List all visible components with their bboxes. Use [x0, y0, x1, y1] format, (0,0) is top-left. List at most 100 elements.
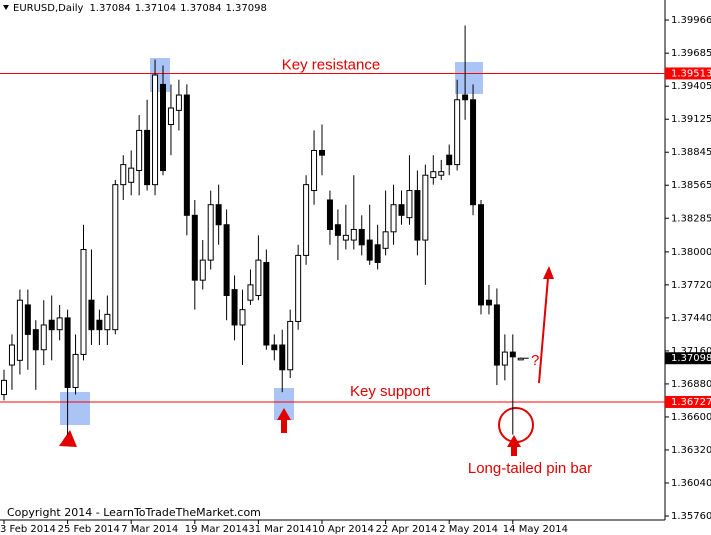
arrow — [511, 446, 517, 456]
candle-body — [88, 299, 95, 331]
y-tick-label: 1.36320 — [671, 445, 711, 456]
candle-body — [215, 204, 222, 226]
candle-body — [279, 344, 286, 371]
candle-body — [16, 299, 23, 361]
y-tick-label: 1.36600 — [671, 412, 711, 423]
candle-body — [1, 379, 7, 396]
candle-body — [271, 344, 278, 351]
y-tick-label: 1.36880 — [671, 379, 711, 390]
price-box — [665, 67, 711, 80]
candle-body — [199, 259, 206, 281]
candle-body — [48, 319, 55, 331]
x-tick-label: 3 Feb 2014 — [0, 524, 56, 535]
candle-body — [136, 129, 143, 172]
y-tick-label: 1.39966 — [671, 15, 711, 26]
candle-body — [350, 228, 357, 241]
candle-body — [398, 204, 405, 216]
annotation: ? — [531, 352, 539, 369]
price-box-label: 1.36727 — [671, 397, 711, 408]
candle-body — [430, 171, 437, 179]
candle-body — [152, 74, 159, 186]
annotation: Long-tailed pin bar — [468, 460, 592, 477]
candle-body — [80, 249, 87, 355]
candle-body — [24, 304, 31, 335]
x-tick-label: 25 Feb 2014 — [58, 524, 120, 535]
y-tick-label: 1.38285 — [671, 213, 711, 224]
y-tick-label: 1.37440 — [671, 313, 711, 324]
y-tick-label: 1.35760 — [671, 511, 711, 522]
price-box-label: 1.39513 — [671, 68, 711, 79]
candle-body — [255, 259, 262, 296]
price-box-label: 1.37098 — [671, 353, 711, 364]
candle-body — [462, 94, 469, 101]
candle-body — [303, 184, 310, 256]
candle-body — [96, 319, 103, 331]
highlight-box — [274, 388, 294, 420]
candle-body — [334, 224, 341, 236]
candle-body — [374, 244, 381, 263]
candle-body — [501, 351, 508, 366]
open: 1.37084 — [89, 3, 130, 14]
level-label: Key support — [350, 383, 431, 400]
candle-body — [223, 224, 230, 296]
y-tick-label: 1.39405 — [671, 81, 711, 92]
candle-body — [56, 317, 63, 331]
x-tick-label: 10 Apr 2014 — [312, 524, 374, 535]
y-tick-label: 1.37720 — [671, 280, 711, 291]
candle-body — [239, 309, 246, 326]
candle-body — [478, 204, 484, 306]
candle-body — [295, 254, 302, 322]
candle-body — [104, 313, 111, 331]
x-tick-label: 19 Mar 2014 — [185, 524, 248, 535]
y-tick-label: 1.38565 — [671, 180, 711, 191]
candle-body — [128, 167, 135, 183]
highlight-box — [60, 392, 90, 425]
y-tick-label: 1.38845 — [671, 147, 711, 158]
y-tick-label: 1.39125 — [671, 114, 711, 125]
candle-body — [144, 129, 151, 186]
candle-body — [175, 94, 182, 111]
candle-body — [493, 304, 500, 366]
candle-body — [160, 83, 166, 172]
low: 1.37084 — [180, 3, 221, 14]
candle-body — [311, 149, 318, 192]
candle-body — [517, 357, 524, 361]
candle-body — [358, 228, 365, 246]
candle-body — [287, 320, 294, 371]
y-tick-label: 1.38000 — [671, 247, 711, 258]
candle-body — [64, 317, 71, 388]
candle-body — [231, 289, 238, 326]
symbol: EURUSD,Daily — [13, 3, 84, 14]
candle-body — [454, 99, 461, 166]
header: EURUSD,Daily 1.37084 1.37104 1.37084 1.37098 — [13, 3, 267, 14]
candle-body — [247, 284, 254, 301]
candle-body — [438, 171, 445, 176]
candle-body — [446, 154, 453, 166]
candle-body — [191, 214, 198, 281]
copyright: Copyright 2014 - LearnToTradeTheMarket.c… — [7, 506, 261, 519]
arrow — [281, 419, 287, 433]
arrow — [543, 266, 554, 279]
circle — [498, 407, 534, 443]
arrow — [277, 408, 291, 420]
candle-body — [390, 204, 397, 233]
price-box — [665, 395, 711, 408]
candle-body — [319, 149, 325, 156]
candle-body — [485, 299, 492, 306]
candle-body — [263, 261, 270, 346]
x-tick-label: 31 Mar 2014 — [248, 524, 311, 535]
y-tick-label: 1.39685 — [671, 48, 711, 59]
level-label: Key resistance — [282, 56, 380, 73]
candle-body — [414, 190, 421, 241]
candle-body — [470, 99, 477, 206]
close: 1.37098 — [226, 3, 267, 14]
candle-body — [120, 164, 127, 186]
candle-body — [72, 353, 79, 388]
candle-body — [366, 239, 373, 261]
candle-body — [183, 94, 190, 216]
x-tick-label: 22 Apr 2014 — [376, 524, 438, 535]
candle-body — [326, 199, 333, 230]
candle-body — [8, 344, 15, 366]
